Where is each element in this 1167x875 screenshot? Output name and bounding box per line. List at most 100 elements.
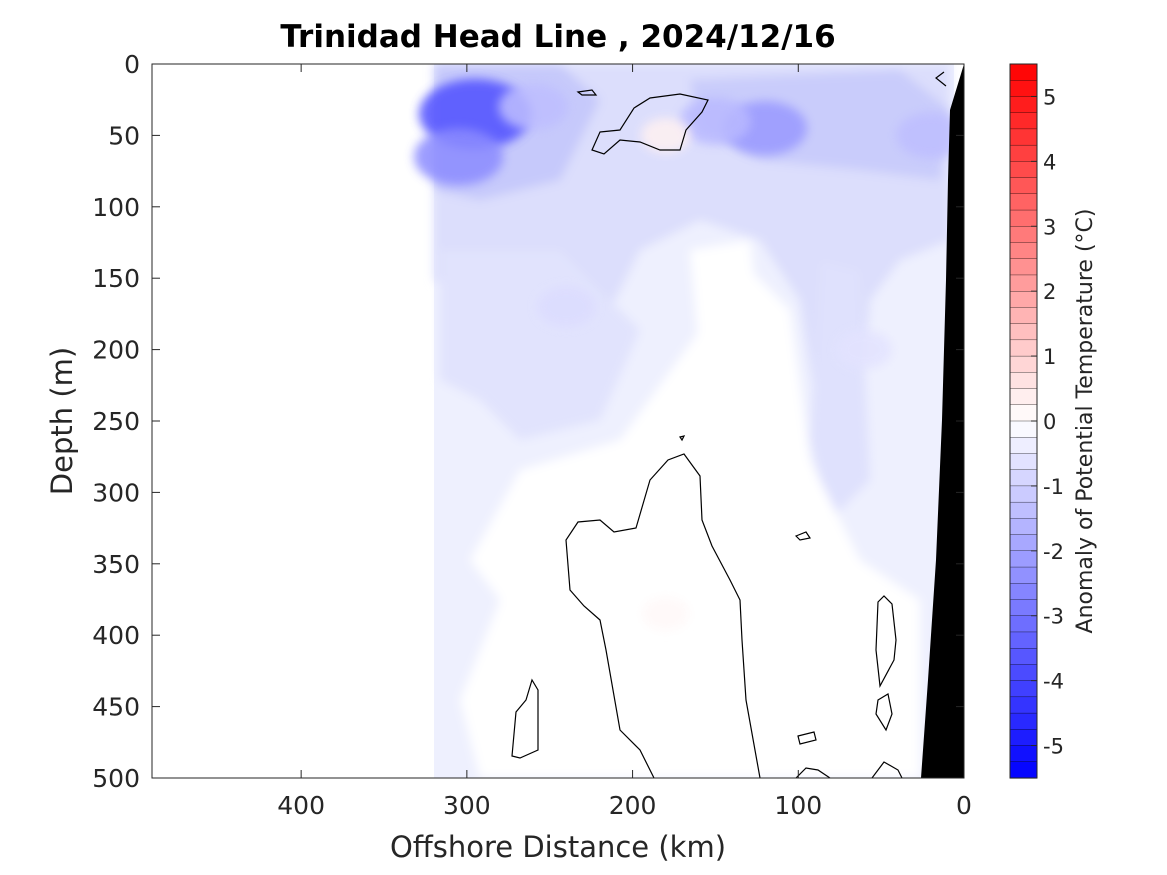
y-tick-label: 300 [92, 478, 140, 507]
y-tick-label: 50 [108, 121, 140, 150]
colorbar-level [1009, 453, 1038, 471]
colorbar-level [1009, 761, 1038, 779]
zero-contour-line [875, 595, 897, 688]
y-tick-label: 200 [92, 336, 140, 365]
colorbar-tick-label: -1 [1043, 475, 1064, 499]
colorbar-level [1009, 80, 1038, 98]
colorbar-level [1009, 258, 1038, 276]
colorbar-level [1009, 128, 1038, 146]
colorbar-level [1009, 388, 1038, 406]
zero-contour-line [797, 731, 817, 745]
colorbar-level [1009, 534, 1038, 552]
colorbar-tick-label: 0 [1043, 410, 1056, 434]
colorbar-tick-label: -4 [1043, 670, 1064, 694]
zero-contour-line [794, 531, 811, 541]
zero-contour-line [511, 678, 539, 759]
colorbar-level [1009, 712, 1038, 730]
colorbar-level [1009, 291, 1038, 308]
anomaly-blob [837, 330, 892, 369]
colorbar-level [1009, 631, 1038, 649]
colorbar-level [1009, 96, 1038, 114]
colorbar-level [1009, 193, 1038, 211]
colorbar-level [1009, 550, 1038, 568]
y-tick-label: 250 [92, 407, 140, 436]
colorbar-level [1009, 307, 1038, 325]
colorbar-level [1009, 583, 1038, 601]
colorbar-level [1009, 518, 1038, 536]
zero-contour-line [565, 453, 761, 778]
x-tick-label: 100 [774, 791, 822, 820]
colorbar-level [1009, 485, 1038, 503]
colorbar: 5 4 3 2 1 0 -1 -2 -3 -4 -5 [1009, 63, 1064, 779]
colorbar-tick-label: 3 [1043, 215, 1056, 239]
zero-contour-line [591, 93, 709, 155]
chart-title: Trinidad Head Line , 2024/12/16 [280, 19, 835, 55]
colorbar-level [1009, 729, 1038, 747]
y-tick-label: 500 [92, 764, 140, 793]
colorbar-tick-label: 1 [1043, 345, 1056, 369]
colorbar-level [1009, 680, 1038, 698]
x-tick-label: 400 [277, 791, 325, 820]
colorbar-level [1009, 177, 1038, 195]
x-axis-label: Offshore Distance (km) [390, 830, 726, 864]
colorbar-tick-label: -3 [1043, 605, 1064, 629]
colorbar-tick-label: -2 [1043, 540, 1064, 564]
colorbar-level [1009, 420, 1038, 438]
x-tick-label: 0 [956, 791, 972, 820]
colorbar-level [1009, 355, 1038, 373]
bathymetry [921, 64, 964, 778]
anomaly-blob [642, 597, 690, 631]
zero-contour-line [679, 435, 686, 442]
colorbar-level [1009, 615, 1038, 633]
region-white-lower [460, 260, 920, 778]
colorbar-level [1009, 274, 1038, 292]
colorbar-label: Anomaly of Potential Temperature (°C) [1073, 209, 1098, 634]
y-tick-label: 100 [92, 193, 140, 222]
colorbar-level [1009, 242, 1038, 260]
zero-contour-line [875, 693, 893, 732]
colorbar-level [1009, 112, 1038, 130]
heatmap-field [414, 64, 964, 778]
anomaly-blobs [414, 78, 964, 631]
colorbar-level [1009, 648, 1038, 665]
y-tick-label: 150 [92, 264, 140, 293]
zero-contour-line [795, 767, 831, 778]
region-white-upper [690, 240, 760, 380]
x-axis: 400 300 200 100 0 [277, 64, 972, 820]
colorbar-level [1009, 161, 1038, 179]
zero-contour-line [576, 89, 598, 96]
y-tick-label: 450 [92, 693, 140, 722]
x-tick-label: 200 [609, 791, 657, 820]
colorbar-level [1009, 745, 1038, 763]
colorbar-tick-label: 4 [1043, 150, 1056, 174]
y-axis-label: Depth (m) [45, 347, 79, 495]
zero-contours [511, 71, 947, 778]
colorbar-level [1009, 209, 1038, 227]
colorbar-level [1009, 226, 1038, 244]
colorbar-level [1009, 144, 1038, 162]
colorbar-tick-label: -5 [1043, 735, 1064, 759]
zero-contour-line [935, 71, 947, 87]
colorbar-level [1009, 437, 1038, 455]
anomaly-blob [498, 83, 568, 130]
anomaly-blob [641, 117, 691, 153]
region-weak-right [810, 260, 870, 520]
colorbar-level [1009, 63, 1038, 81]
colorbar-level [1009, 372, 1038, 390]
colorbar-level [1009, 469, 1038, 487]
y-tick-label: 0 [124, 50, 140, 79]
anomaly-blob [896, 112, 964, 159]
y-axis: 0 50 100 150 200 250 300 350 400 450 500 [92, 50, 964, 793]
colorbar-level [1009, 404, 1038, 422]
x-tick-label: 300 [443, 791, 491, 820]
y-tick-label: 400 [92, 621, 140, 650]
colorbar-level [1009, 323, 1038, 341]
colorbar-level [1009, 566, 1038, 584]
colorbar-level [1009, 339, 1038, 357]
colorbar-level [1009, 599, 1038, 617]
y-tick-label: 350 [92, 550, 140, 579]
zero-contour-line [871, 761, 903, 778]
anomaly-blob [537, 287, 596, 327]
colorbar-level [1009, 664, 1038, 682]
